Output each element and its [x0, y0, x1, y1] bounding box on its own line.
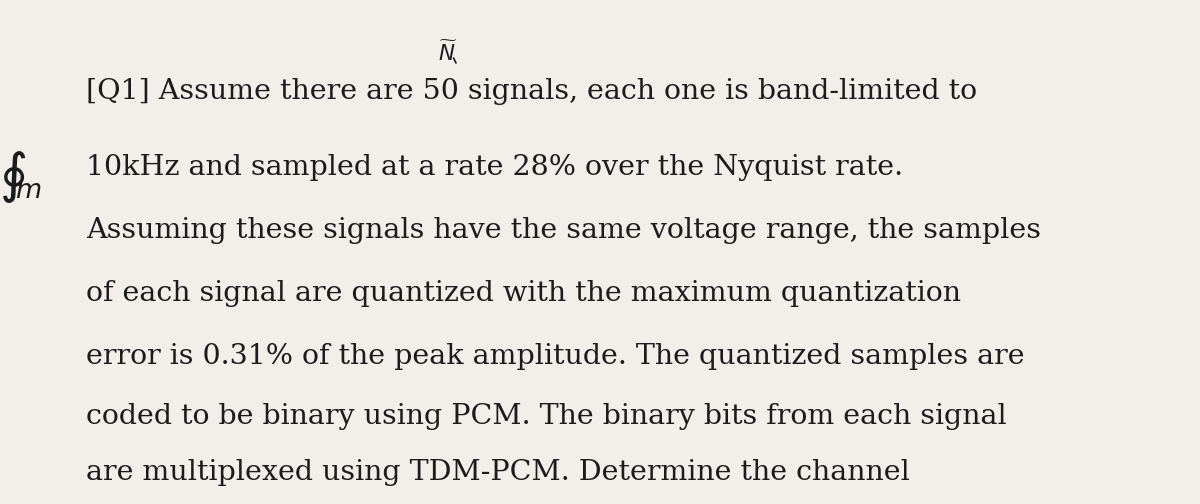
Text: 10kHz and sampled at a rate 28% over the Nyquist rate.: 10kHz and sampled at a rate 28% over the…: [86, 154, 904, 181]
Text: error is 0.31% of the peak amplitude. The quantized samples are: error is 0.31% of the peak amplitude. Th…: [86, 343, 1025, 370]
Text: of each signal are quantized with the maximum quantization: of each signal are quantized with the ma…: [86, 280, 961, 307]
Text: $\!\!\oint\!\!_m$: $\!\!\oint\!\!_m$: [2, 149, 42, 205]
Text: are multiplexed using TDM-PCM. Determine the channel: are multiplexed using TDM-PCM. Determine…: [86, 459, 911, 486]
Text: [Q1] Assume there are 50 signals, each one is band-limited to: [Q1] Assume there are 50 signals, each o…: [86, 78, 978, 105]
Text: Assuming these signals have the same voltage range, the samples: Assuming these signals have the same vol…: [86, 217, 1042, 244]
Text: coded to be binary using PCM. The binary bits from each signal: coded to be binary using PCM. The binary…: [86, 403, 1007, 430]
Text: $\mathit{\widetilde{N}}$: $\mathit{\widetilde{N}}$: [438, 40, 457, 65]
